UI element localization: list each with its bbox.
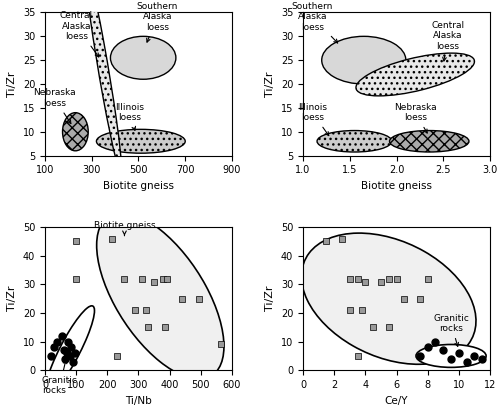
Text: Southern
Alaska
loess: Southern Alaska loess [292,2,338,43]
Ellipse shape [416,344,486,367]
Ellipse shape [110,36,176,79]
Ellipse shape [356,53,474,96]
Ellipse shape [86,0,122,172]
Text: Nebraska
loess: Nebraska loess [33,89,76,124]
Y-axis label: Ti/Zr: Ti/Zr [265,71,275,97]
Text: Granitic
rocks: Granitic rocks [42,360,78,395]
X-axis label: Ti/Nb: Ti/Nb [125,396,152,406]
X-axis label: Biotite gneiss: Biotite gneiss [103,181,174,191]
Text: Central
Alaska
loess: Central Alaska loess [432,21,464,61]
Ellipse shape [62,113,88,151]
X-axis label: Biotite gneiss: Biotite gneiss [361,181,432,191]
Y-axis label: Ti/Zr: Ti/Zr [8,286,18,312]
Text: Illinois
loess: Illinois loess [298,103,328,136]
Text: Southern
Alaska
loess: Southern Alaska loess [136,2,178,42]
Text: Nebraska
loess: Nebraska loess [394,103,436,133]
X-axis label: Ce/Y: Ce/Y [385,396,408,406]
Ellipse shape [96,129,185,153]
Ellipse shape [96,213,224,379]
Text: Central
Alaska
loess: Central Alaska loess [60,11,98,57]
Ellipse shape [317,131,392,152]
Ellipse shape [322,36,406,84]
Ellipse shape [390,131,469,152]
Y-axis label: Ti/Zr: Ti/Zr [266,286,276,312]
Y-axis label: Ti/Zr: Ti/Zr [7,71,17,97]
Ellipse shape [46,306,94,395]
Text: Illinois
loess: Illinois loess [114,103,144,130]
Text: Granitic
rocks: Granitic rocks [433,314,469,347]
Text: Biotite gneiss: Biotite gneiss [94,221,156,235]
Ellipse shape [302,233,476,364]
